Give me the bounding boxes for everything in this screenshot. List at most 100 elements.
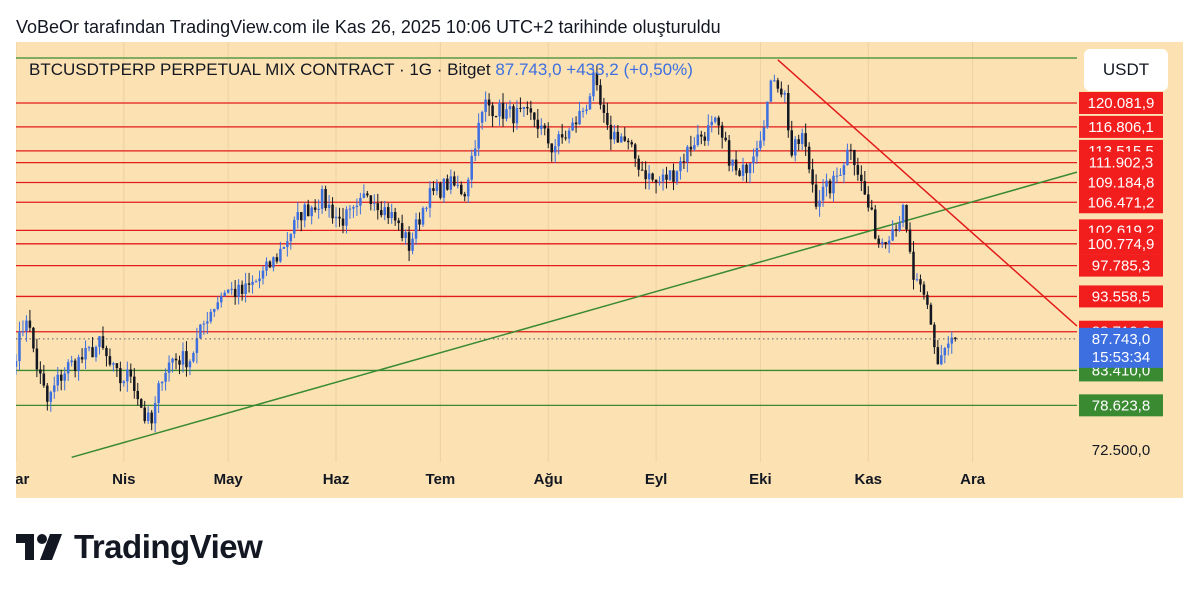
candle[interactable] bbox=[206, 311, 209, 335]
candle[interactable] bbox=[588, 93, 592, 111]
candle[interactable] bbox=[279, 241, 282, 263]
candle[interactable] bbox=[373, 194, 376, 211]
candle[interactable] bbox=[713, 116, 717, 124]
candle[interactable] bbox=[213, 308, 216, 317]
candle[interactable] bbox=[929, 302, 933, 325]
candle[interactable] bbox=[599, 79, 602, 110]
candle[interactable] bbox=[108, 348, 112, 367]
candle[interactable] bbox=[887, 236, 891, 254]
candle[interactable] bbox=[331, 197, 334, 224]
candle[interactable] bbox=[432, 181, 435, 196]
candle[interactable] bbox=[752, 148, 755, 174]
candle[interactable] bbox=[679, 156, 682, 180]
candle[interactable] bbox=[425, 206, 428, 212]
candle[interactable] bbox=[174, 353, 178, 370]
candle[interactable] bbox=[894, 224, 898, 237]
candle[interactable] bbox=[790, 120, 793, 158]
candle[interactable] bbox=[449, 169, 453, 195]
candle[interactable] bbox=[759, 131, 762, 152]
candle[interactable] bbox=[216, 296, 220, 311]
candle[interactable] bbox=[359, 192, 362, 215]
candle[interactable] bbox=[446, 174, 449, 191]
candle[interactable] bbox=[738, 168, 741, 177]
candle[interactable] bbox=[543, 123, 547, 136]
candle[interactable] bbox=[94, 345, 98, 362]
chart-panel[interactable]: 72.500,0 120.081,9 116.806,1 113.515,5 111.9… bbox=[16, 42, 1183, 498]
candle[interactable] bbox=[209, 308, 213, 324]
candle[interactable] bbox=[480, 110, 484, 130]
candle[interactable] bbox=[505, 103, 508, 122]
candle[interactable] bbox=[136, 382, 140, 406]
candle[interactable] bbox=[153, 396, 157, 433]
candle[interactable] bbox=[839, 168, 842, 176]
candle[interactable] bbox=[940, 344, 943, 366]
candle[interactable] bbox=[133, 368, 136, 399]
candle[interactable] bbox=[268, 260, 272, 269]
candle[interactable] bbox=[526, 101, 529, 116]
candle[interactable] bbox=[804, 123, 807, 157]
candle[interactable] bbox=[950, 331, 954, 354]
candle[interactable] bbox=[567, 127, 571, 144]
candle[interactable] bbox=[300, 211, 303, 232]
candle[interactable] bbox=[428, 181, 432, 218]
candle[interactable] bbox=[668, 170, 672, 182]
candle[interactable] bbox=[853, 149, 856, 176]
candle[interactable] bbox=[91, 337, 94, 358]
candle[interactable] bbox=[891, 220, 894, 242]
candle[interactable] bbox=[613, 124, 616, 144]
candle[interactable] bbox=[338, 207, 341, 227]
candle[interactable] bbox=[776, 77, 780, 93]
candle[interactable] bbox=[508, 100, 512, 118]
candle[interactable] bbox=[647, 165, 651, 190]
candle[interactable] bbox=[501, 93, 505, 127]
candle[interactable] bbox=[898, 215, 901, 232]
candle[interactable] bbox=[188, 359, 192, 376]
candle[interactable] bbox=[623, 127, 627, 143]
candle[interactable] bbox=[860, 165, 863, 192]
candle[interactable] bbox=[355, 198, 359, 216]
candle[interactable] bbox=[46, 383, 49, 411]
candle[interactable] bbox=[442, 178, 446, 203]
candle[interactable] bbox=[303, 202, 306, 228]
candle[interactable] bbox=[766, 101, 769, 129]
candle[interactable] bbox=[835, 167, 839, 184]
candle[interactable] bbox=[456, 175, 460, 189]
candle[interactable] bbox=[581, 107, 585, 118]
candle[interactable] bbox=[139, 398, 143, 409]
candle[interactable] bbox=[602, 97, 606, 123]
candle[interactable] bbox=[880, 238, 884, 249]
candle[interactable] bbox=[703, 131, 707, 146]
candle[interactable] bbox=[28, 309, 32, 332]
candle[interactable] bbox=[849, 143, 853, 161]
candle[interactable] bbox=[418, 212, 421, 231]
candle[interactable] bbox=[421, 206, 425, 227]
candle[interactable] bbox=[362, 184, 366, 199]
candle[interactable] bbox=[620, 133, 623, 143]
candle[interactable] bbox=[470, 149, 473, 188]
candle[interactable] bbox=[477, 113, 480, 157]
candle[interactable] bbox=[404, 229, 407, 245]
candle[interactable] bbox=[282, 246, 286, 249]
candle[interactable] bbox=[793, 136, 797, 162]
candle[interactable] bbox=[49, 390, 53, 412]
candle[interactable] bbox=[922, 281, 926, 300]
candle[interactable] bbox=[856, 157, 860, 181]
candle[interactable] bbox=[366, 190, 369, 198]
candle[interactable] bbox=[286, 232, 289, 257]
candle[interactable] bbox=[77, 354, 80, 381]
candle[interactable] bbox=[115, 363, 119, 377]
candle[interactable] bbox=[908, 222, 912, 254]
candle[interactable] bbox=[780, 81, 783, 98]
candle[interactable] bbox=[105, 345, 108, 367]
candle[interactable] bbox=[247, 272, 251, 293]
candle[interactable] bbox=[832, 170, 835, 202]
candle[interactable] bbox=[905, 204, 908, 233]
candle[interactable] bbox=[546, 122, 550, 149]
candle[interactable] bbox=[672, 163, 675, 191]
candle[interactable] bbox=[219, 292, 223, 308]
candle[interactable] bbox=[202, 320, 206, 335]
price-chart[interactable]: 72.500,0120.081,9116.806,1113.515,5111.9… bbox=[16, 42, 1183, 498]
candle[interactable] bbox=[73, 358, 77, 378]
candle[interactable] bbox=[947, 336, 950, 356]
currency-button[interactable]: USDT bbox=[1084, 49, 1168, 91]
